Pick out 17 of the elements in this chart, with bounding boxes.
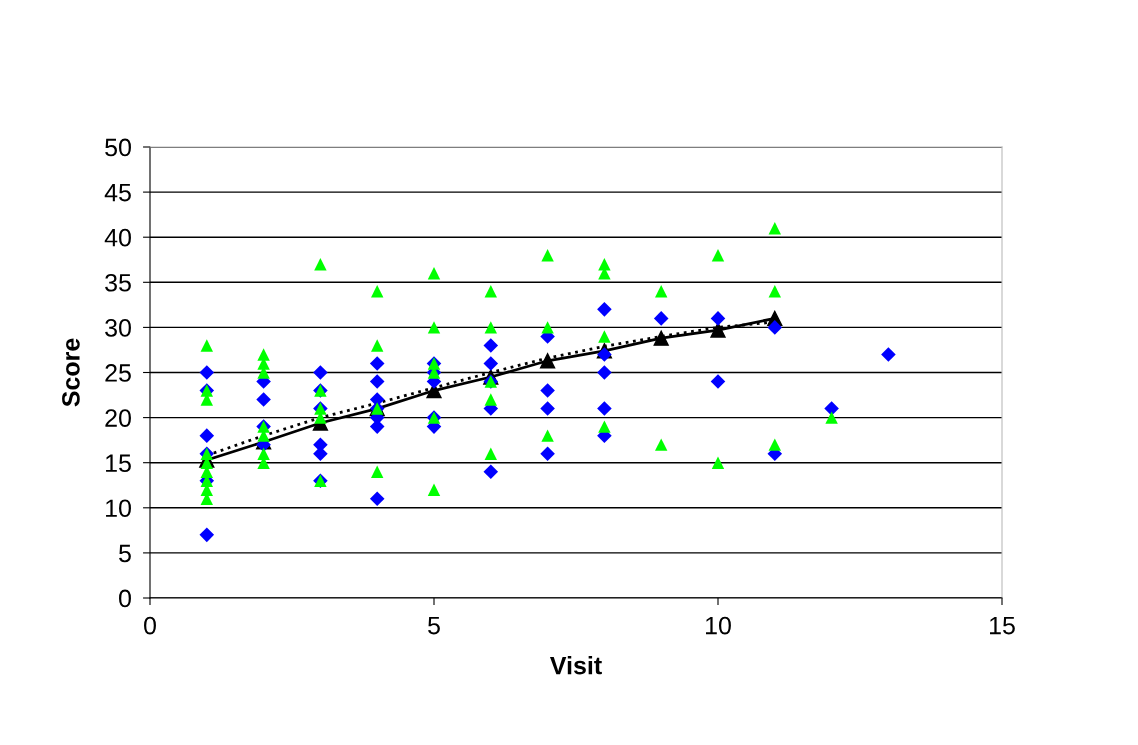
- x-tick-label: 15: [990, 616, 1015, 635]
- x-tick-label: 0: [144, 616, 156, 635]
- y-tick-label: 50: [105, 138, 131, 157]
- y-tick-label: 45: [104, 183, 131, 202]
- y-tick-label: 35: [105, 273, 131, 292]
- y-axis-title: Score: [62, 338, 80, 407]
- y-tick-label: 25: [105, 364, 131, 382]
- y-tick-label: 0: [119, 589, 131, 608]
- y-tick-label: 15: [106, 454, 131, 472]
- y-tick-label: 30: [105, 319, 131, 337]
- x-tick-label: 10: [706, 616, 731, 635]
- x-tick-label: 5: [428, 616, 440, 635]
- y-tick-label: 5: [119, 544, 131, 563]
- y-tick-label: 10: [106, 499, 131, 518]
- y-tick-label: 20: [105, 409, 131, 427]
- x-axis-title: Visit: [549, 656, 602, 675]
- y-tick-label: 40: [104, 228, 131, 247]
